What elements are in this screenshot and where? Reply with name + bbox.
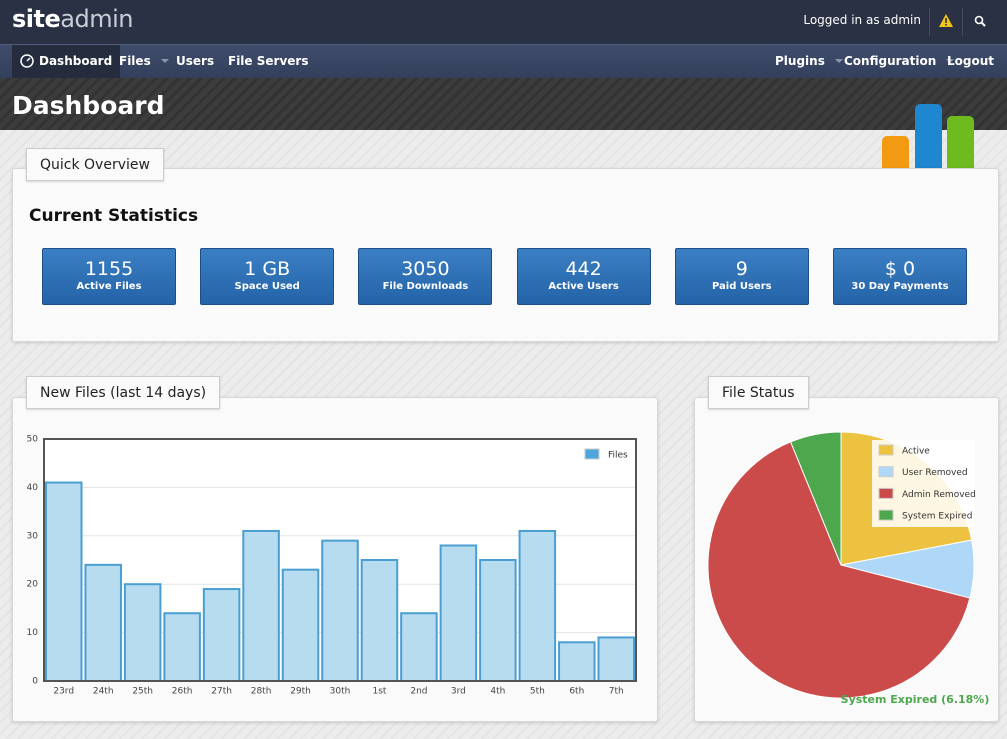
dashboard-icon (20, 54, 34, 68)
stat-box: 1155 Active Files (42, 248, 176, 305)
plot-border (43, 438, 637, 682)
search-icon[interactable] (974, 15, 987, 28)
x-tick-label: 4th (490, 687, 505, 697)
legend-swatch (878, 487, 894, 499)
stat-label: Active Users (548, 281, 619, 292)
legend-swatch (878, 444, 894, 456)
bar (44, 481, 83, 682)
x-tick-label: 6th (569, 687, 584, 697)
stat-box: $ 0 30 Day Payments (833, 248, 967, 305)
stat-box: 3050 File Downloads (358, 248, 493, 305)
stat-label: Space Used (234, 281, 300, 292)
bar (281, 568, 320, 682)
bar (439, 544, 478, 682)
bar (518, 529, 557, 683)
legend-swatch (878, 466, 894, 478)
logo-light: admin (60, 5, 133, 33)
logo[interactable]: siteadmin (12, 5, 133, 33)
y-tick-label: 10 (27, 628, 39, 638)
legend-label: Active (902, 447, 930, 457)
bar (479, 559, 517, 682)
pie-slice (707, 441, 971, 699)
stat-value: $ 0 (884, 258, 916, 280)
bar (163, 612, 201, 682)
stat-label: File Downloads (382, 281, 469, 292)
stat-value: 1155 (84, 258, 134, 280)
y-tick-label: 40 (27, 483, 39, 493)
page-title: Dashboard (12, 91, 165, 120)
warning-icon[interactable] (938, 13, 954, 28)
x-tick-label: 7th (609, 687, 624, 697)
top-bar: siteadmin Logged in as admin (0, 0, 1007, 44)
stat-value: 3050 (401, 258, 450, 280)
legend-label: User Removed (902, 468, 968, 478)
x-tick-label: 30th (330, 687, 351, 697)
panel-tab: File Status (708, 376, 809, 409)
pie-slice (789, 431, 842, 566)
panel-tab: New Files (last 14 days) (26, 376, 221, 409)
stat-box: 9 Paid Users (674, 248, 809, 305)
bar (597, 636, 636, 683)
stat-label: Paid Users (711, 281, 772, 292)
bar (321, 539, 359, 683)
x-tick-label: 24th (93, 687, 114, 697)
user-text: Logged in as admin (803, 13, 921, 27)
legend-swatch (584, 448, 600, 460)
logo-bold: site (12, 5, 61, 33)
nav-item[interactable]: Configuration (836, 45, 962, 78)
x-tick-label: 2nd (410, 687, 427, 697)
stat-label: Active Files (76, 281, 142, 292)
pie-annotation: System Expired (6.18%) (841, 693, 990, 706)
x-tick-label: 5th (530, 687, 545, 697)
x-tick-label: 3rd (451, 687, 466, 697)
stat-box: 442 Active Users (516, 248, 651, 305)
bar (558, 641, 596, 683)
x-tick-label: 1st (372, 687, 386, 697)
stat-value: 9 (735, 258, 748, 280)
bar (400, 612, 438, 682)
divider (929, 8, 930, 36)
stat-box: 1 GB Space Used (200, 248, 335, 305)
divider (962, 8, 963, 36)
legend-label: Files (608, 451, 628, 461)
bar (123, 583, 162, 683)
section-heading: Current Statistics (29, 206, 199, 226)
nav-item[interactable]: Dashboard (12, 45, 121, 78)
legend-swatch (878, 509, 894, 521)
bar (242, 529, 280, 683)
bar (360, 559, 399, 682)
nav-item[interactable]: Plugins (767, 45, 851, 78)
nav-bar: Dashboard Files Users File Servers Plugins Co… (0, 44, 1007, 78)
x-tick-label: 25th (132, 687, 153, 697)
x-tick-label: 28th (251, 687, 272, 697)
stat-value: 442 (565, 258, 602, 280)
x-tick-label: 26th (172, 687, 193, 697)
y-tick-label: 50 (27, 435, 39, 445)
nav-item[interactable]: Logout (947, 54, 995, 68)
bar (202, 588, 241, 682)
nav-item[interactable]: Users (176, 54, 215, 68)
x-tick-label: 29th (290, 687, 311, 697)
stat-label: 30 Day Payments (851, 281, 949, 292)
x-tick-label: 23rd (53, 687, 74, 697)
bar (84, 563, 122, 683)
panel-tab: Quick Overview (26, 148, 164, 181)
stat-value: 1 GB (244, 258, 291, 280)
y-tick-label: 0 (32, 677, 38, 687)
title-band (0, 78, 1007, 130)
legend-label: Admin Removed (902, 490, 976, 500)
legend-label: System Expired (902, 512, 972, 522)
x-tick-label: 27th (211, 687, 232, 697)
y-tick-label: 30 (27, 531, 39, 541)
nav-item[interactable]: File Servers (228, 54, 309, 68)
nav-item[interactable]: Files (111, 45, 177, 78)
y-tick-label: 20 (27, 580, 39, 590)
